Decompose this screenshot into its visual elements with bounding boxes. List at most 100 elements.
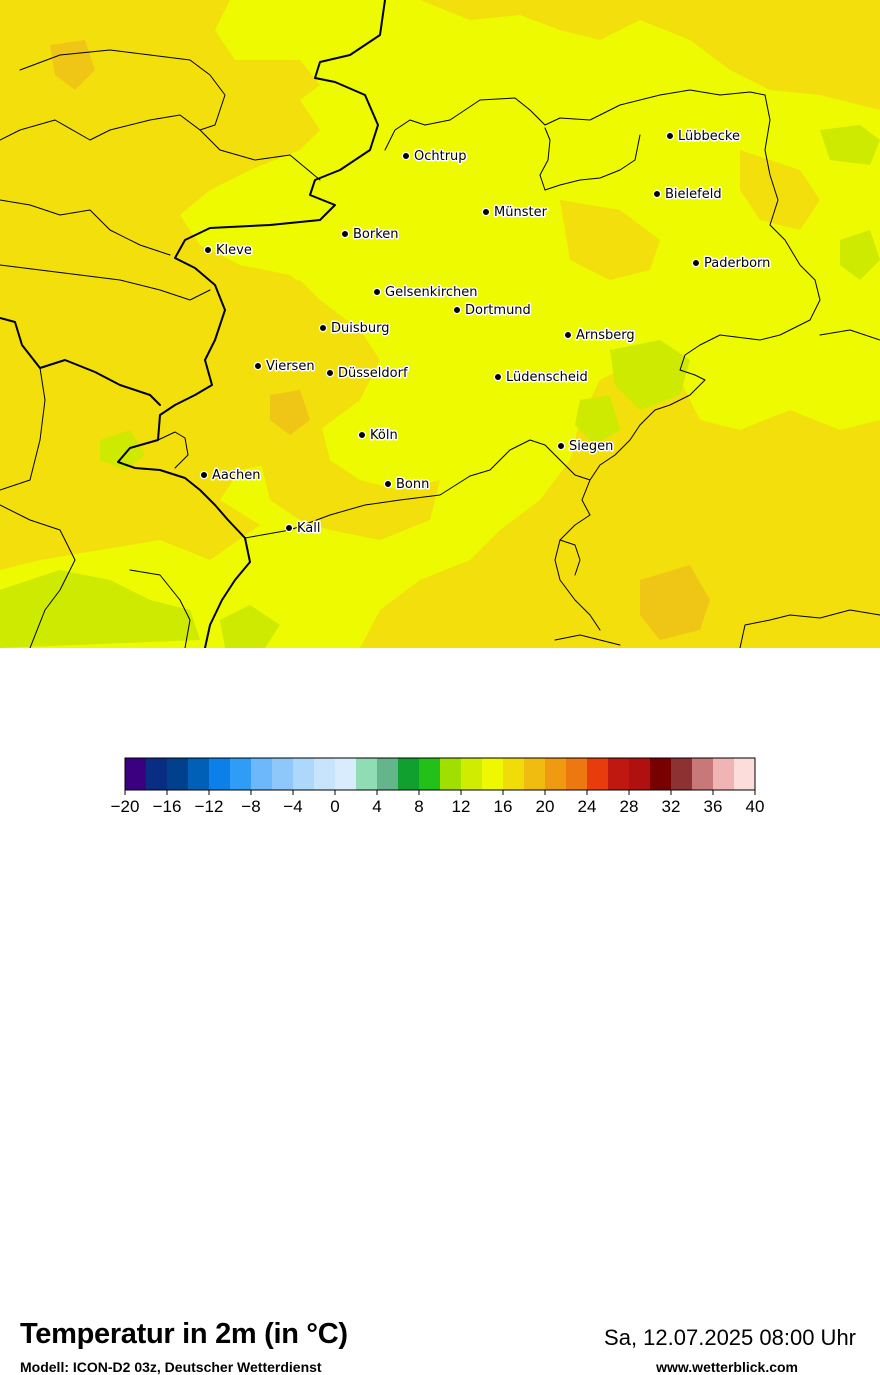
city-label: Lübbecke	[678, 129, 740, 144]
legend-swatch	[503, 758, 525, 790]
legend-swatch	[524, 758, 546, 790]
city-viersen: Viersen	[253, 358, 316, 376]
legend-tick-label: 36	[704, 797, 723, 816]
city-dot	[481, 207, 491, 217]
border-line	[0, 199, 171, 256]
legend-tick-label: 8	[414, 797, 423, 816]
city-dot	[253, 361, 263, 371]
legend-swatch	[314, 758, 336, 790]
legend-frame	[124, 757, 756, 791]
legend-swatch	[293, 758, 315, 790]
city-label: Köln	[370, 428, 398, 443]
border-line	[539, 127, 641, 191]
temperature-area-warm	[740, 150, 820, 230]
legend-swatch	[125, 758, 147, 790]
legend-swatch	[692, 758, 714, 790]
legend-swatch	[167, 758, 189, 790]
border-line	[0, 317, 161, 406]
city-label: Kleve	[216, 243, 252, 258]
temperature-area-warm	[240, 280, 440, 540]
city-dot	[372, 287, 382, 297]
legend-tick-label: 28	[620, 797, 639, 816]
legend-swatch	[650, 758, 672, 790]
border-line	[739, 609, 880, 648]
city-dot	[401, 151, 411, 161]
city-dot	[199, 470, 209, 480]
temperature-area-cool	[100, 430, 145, 470]
temperature-area-warm	[560, 200, 660, 280]
temperature-area-warm	[420, 0, 880, 110]
city-dot	[493, 372, 503, 382]
city-label: Lüdenscheid	[506, 370, 588, 385]
city-dot	[357, 430, 367, 440]
border-line	[819, 329, 880, 341]
border-line	[19, 49, 226, 131]
city-dot	[652, 189, 662, 199]
legend-swatch	[608, 758, 630, 790]
city-label: Bielefeld	[665, 187, 722, 202]
temperature-area-cool	[820, 125, 880, 165]
city-borken: Borken	[340, 226, 400, 244]
legend-swatches	[124, 757, 756, 791]
city-label: Siegen	[569, 439, 613, 454]
border-line	[554, 634, 621, 646]
legend-swatch	[251, 758, 273, 790]
city-label: Dortmund	[465, 303, 531, 318]
city-label: Borken	[353, 227, 399, 242]
legend-tick-label: 40	[746, 797, 765, 816]
temperature-area-cool	[610, 340, 690, 410]
legend-tick-label: −4	[283, 797, 302, 816]
city-dot	[318, 323, 328, 333]
legend-swatch	[713, 758, 735, 790]
legend-tick-label: 0	[330, 797, 339, 816]
city-label: Aachen	[212, 468, 260, 483]
border-line	[0, 367, 46, 491]
legend-swatch	[461, 758, 483, 790]
city-label: Kall	[297, 521, 321, 536]
city-label: Paderborn	[704, 256, 770, 271]
border-line	[0, 504, 76, 648]
border-line	[157, 431, 189, 469]
legend-swatch	[335, 758, 357, 790]
legend-swatch	[440, 758, 462, 790]
city-duisburg: Duisburg	[318, 320, 391, 338]
legend-tick-label: 4	[372, 797, 381, 816]
city-dot	[563, 330, 573, 340]
city-dot	[691, 258, 701, 268]
city-bonn: Bonn	[383, 476, 431, 494]
legend-tick-label: −20	[111, 797, 140, 816]
model-info: Modell: ICON-D2 03z, Deutscher Wetterdie…	[20, 1359, 322, 1375]
city-markers: Lübbecke Ochtrup Bielefeld Münster Borken Kle…	[199, 128, 772, 538]
border-line	[384, 99, 481, 151]
city-bielefeld: Bielefeld	[652, 186, 723, 204]
border-line	[559, 539, 581, 576]
temperature-map: Lübbecke Ochtrup Bielefeld Münster Borken Kle…	[0, 0, 880, 648]
legend-tick-label: 16	[494, 797, 513, 816]
legend-swatch	[356, 758, 378, 790]
city-dot	[665, 131, 675, 141]
city-label: Arnsberg	[576, 328, 635, 343]
city-gelsenkirchen: Gelsenkirchen	[372, 284, 479, 302]
city-label: Bonn	[396, 477, 429, 492]
temperature-area-warmest	[270, 390, 310, 435]
legend-swatch	[146, 758, 168, 790]
legend-swatch	[209, 758, 231, 790]
legend-swatch	[419, 758, 441, 790]
legend-swatch	[545, 758, 567, 790]
website-link[interactable]: www.wetterblick.com	[656, 1359, 798, 1375]
city-siegen: Siegen	[556, 438, 615, 456]
legend-swatch	[188, 758, 210, 790]
legend-tick-label: 12	[452, 797, 471, 816]
legend-tick-label: 32	[662, 797, 681, 816]
city-dot	[452, 305, 462, 315]
temperature-area-warmest	[640, 565, 710, 640]
legend-swatch	[734, 758, 756, 790]
legend-swatch	[272, 758, 294, 790]
city-kall: Kall	[284, 520, 322, 538]
administrative-borders	[0, 0, 880, 648]
city-label: Gelsenkirchen	[385, 285, 478, 300]
legend-swatch	[671, 758, 693, 790]
city-lüdenscheid: Lüdenscheid	[493, 369, 589, 387]
city-dot	[284, 523, 294, 533]
city-kleve: Kleve	[203, 242, 253, 260]
